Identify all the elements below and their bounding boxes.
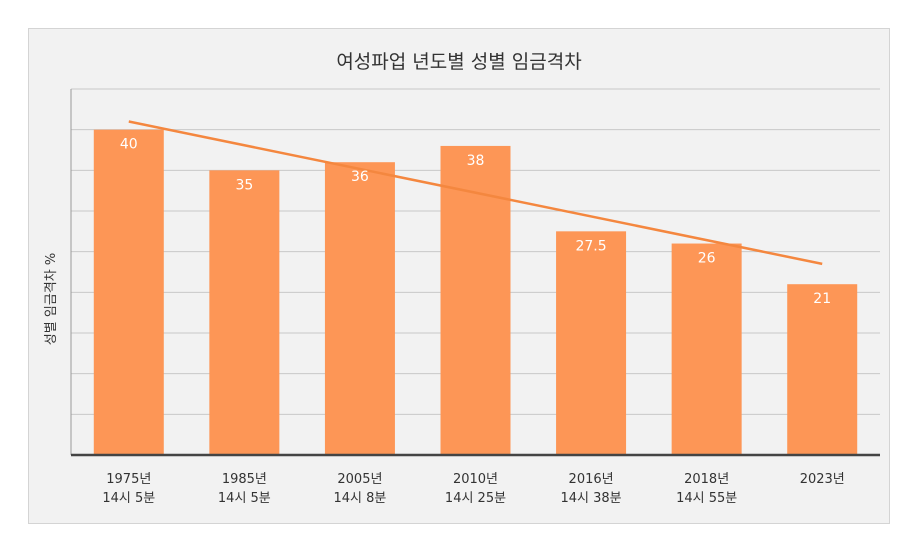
x-tick-label: 1975년 14시 5분: [102, 472, 155, 506]
data-label: 21: [813, 291, 831, 307]
bar: [671, 243, 742, 455]
bar: [93, 129, 164, 455]
bar: [209, 170, 280, 456]
chart-title: 여성파업 년도별 성별 임금격차: [336, 51, 581, 73]
data-label: 40: [120, 137, 138, 153]
data-label: 26: [698, 251, 716, 267]
bar: [787, 284, 858, 455]
x-tick-labels: 1975년 14시 5분 1985년 14시 5분 2005년 14시 8분 2010년 14…: [102, 472, 844, 506]
data-label: 36: [351, 169, 369, 185]
chart-frame: 여성파업 년도별 성별 임금격차 성별 임금격차 % 40 35 36 38 27.5 2…: [28, 28, 890, 524]
axes: [70, 89, 880, 457]
bar: [556, 231, 627, 455]
x-tick-label: 1985년 14시 5분: [218, 472, 271, 506]
trendline-group: [128, 120, 823, 266]
y-axis-label: 성별 임금격차 %: [44, 253, 59, 345]
data-labels: 40 35 36 38 27.5 26 21: [120, 137, 831, 308]
chart-canvas: 여성파업 년도별 성별 임금격차 성별 임금격차 % 40 35 36 38 27.5 2…: [44, 51, 880, 506]
x-tick-label: 2016년 14시 38분: [561, 472, 622, 506]
x-tick-label: 2010년 14시 25분: [445, 472, 506, 506]
data-label: 35: [235, 177, 253, 193]
x-tick-label: 2018년 14시 55분: [676, 472, 737, 506]
data-label: 27.5: [575, 238, 606, 254]
x-tick-label: 2005년 14시 8분: [333, 472, 386, 506]
x-tick-label: 2023년: [800, 472, 845, 487]
data-label: 38: [467, 153, 485, 169]
trendline: [128, 120, 823, 266]
bars: [93, 129, 858, 456]
bar: [324, 162, 395, 455]
